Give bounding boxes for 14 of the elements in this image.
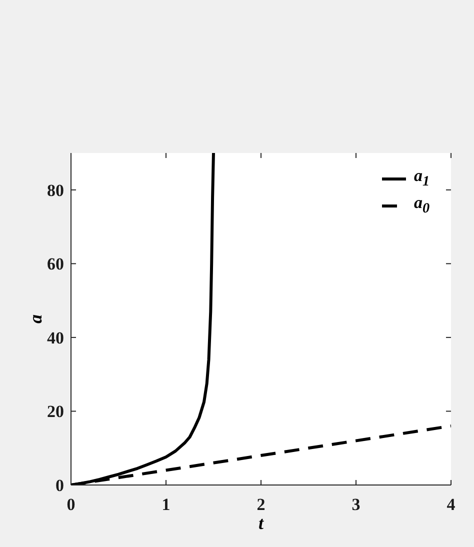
y-tick-label: 0 xyxy=(56,476,64,495)
legend-label: a$_{1}$ xyxy=(414,166,430,190)
y-tick-label: 20 xyxy=(47,402,64,422)
x-tick-label: 4 xyxy=(446,495,456,514)
legend-label: a$_{0}$ xyxy=(414,192,430,218)
x-tick-label: 3 xyxy=(352,495,360,514)
y-tick-label: 60 xyxy=(47,254,64,274)
y-tick-label: 80 xyxy=(47,180,64,200)
x-axis-title: t xyxy=(258,513,264,533)
y-tick-label: 40 xyxy=(47,328,64,348)
x-tick-label: 0 xyxy=(66,495,76,514)
y-axis-title: a xyxy=(25,314,46,324)
x-tick-label: 2 xyxy=(256,495,266,514)
x-tick-label: 1 xyxy=(162,495,170,514)
